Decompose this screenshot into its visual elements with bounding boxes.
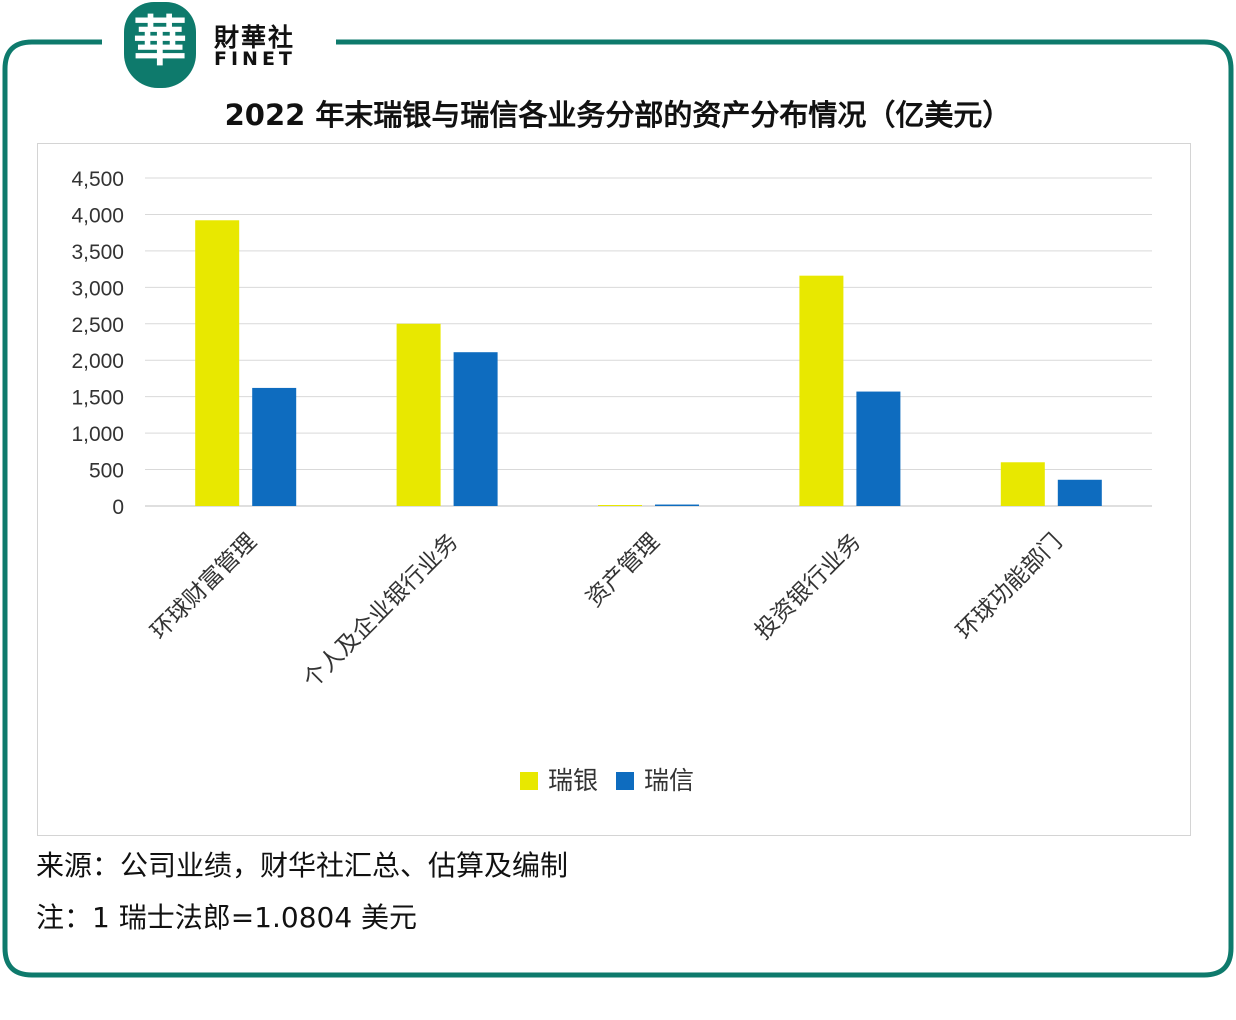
y-tick-label: 1,500	[71, 387, 124, 410]
logo-name-cn: 財華社	[214, 23, 296, 52]
bar-ubs	[799, 275, 844, 506]
legend-label: 瑞银	[548, 766, 598, 795]
source-note: 来源：公司业绩，财华社汇总、估算及编制	[36, 849, 569, 882]
x-category-label: 环球财富管理	[146, 529, 262, 645]
bar-chart: 0 500 1,000 1,500 2,000 2,500 3,000 3,500 4,000 4…	[71, 168, 1152, 795]
bar-ubs	[1000, 462, 1045, 506]
x-category-label: 资产管理	[581, 529, 664, 612]
y-tick-label: 3,000	[71, 277, 124, 300]
legend-label: 瑞信	[644, 766, 694, 795]
exchange-rate-note: 注：1 瑞士法郎=1.0804 美元	[36, 901, 418, 934]
bar-ubs	[396, 323, 441, 506]
legend-swatch	[520, 772, 538, 790]
y-tick-label: 4,500	[71, 168, 124, 191]
y-tick-label: 1,000	[71, 423, 124, 446]
y-tick-label: 2,500	[71, 314, 124, 337]
y-tick-label: 4,000	[71, 204, 124, 227]
y-tick-label: 2,000	[71, 350, 124, 373]
logo-name-en: FINET	[214, 48, 296, 70]
y-tick-label: 0	[112, 496, 124, 519]
chart-title: 2022 年末瑞银与瑞信各业务分部的资产分布情况（亿美元）	[224, 98, 1012, 132]
x-category-label: 个人及企业银行业务	[299, 529, 464, 694]
x-category-label: 投资银行业务	[750, 529, 866, 645]
y-tick-label: 500	[89, 460, 124, 483]
bar-cs	[252, 387, 297, 506]
logo-badge-icon: 華	[124, 2, 196, 88]
bar-ubs	[195, 220, 240, 506]
bar-cs	[856, 391, 901, 506]
bar-ubs	[598, 505, 642, 506]
bar-cs	[655, 504, 699, 506]
y-tick-label: 3,500	[71, 241, 124, 264]
legend-swatch	[616, 772, 634, 790]
x-category-label: 环球功能部门	[952, 529, 1068, 645]
finet-logo: 華 財華社 FINET	[102, 0, 334, 92]
logo-character: 華	[133, 9, 187, 73]
bar-cs	[1057, 479, 1102, 506]
bar-cs	[453, 352, 498, 506]
